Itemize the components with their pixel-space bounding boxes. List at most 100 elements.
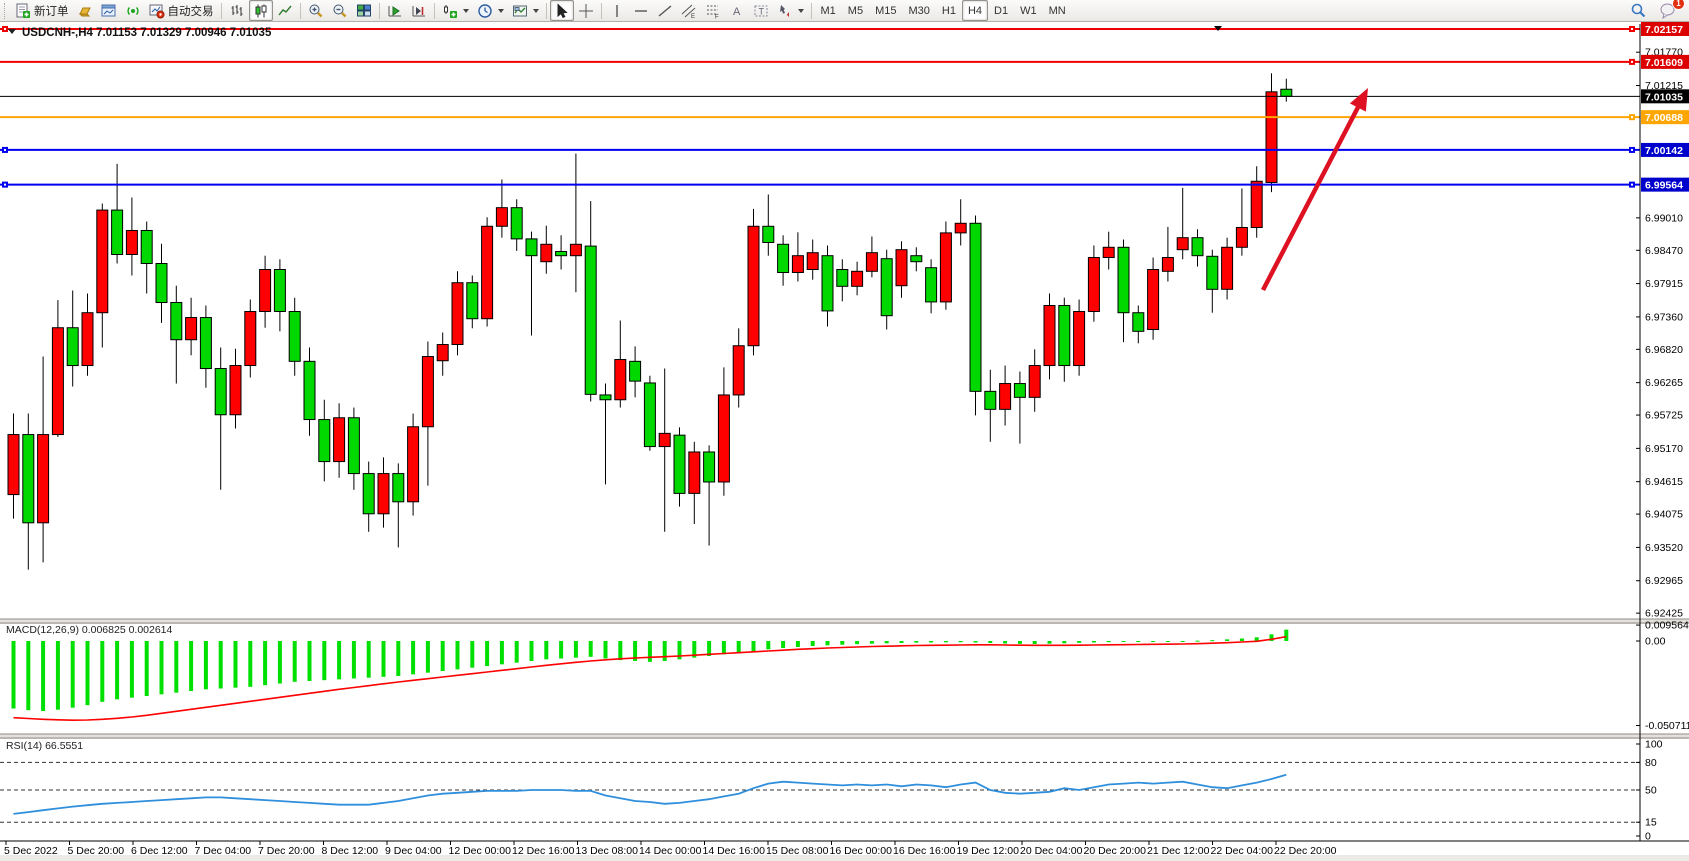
macd-signal-line [13, 635, 1287, 722]
pane-splitter[interactable] [0, 734, 1689, 739]
timeframe-mn-button[interactable]: MN [1043, 0, 1072, 21]
timeframe-label: MN [1048, 4, 1066, 17]
chart-shift-marker[interactable] [1214, 26, 1222, 31]
price-tick-label: 6.93520 [1645, 542, 1683, 554]
candle [703, 451, 716, 483]
price-tick-label: 7.01215 [1645, 80, 1683, 92]
candle [954, 222, 967, 234]
price-badge-7.01609 [1641, 54, 1689, 69]
rsi-line [13, 773, 1287, 815]
timeframe-m15-button[interactable]: M15 [869, 0, 902, 21]
date-label: 22 Dec 20:00 [1274, 845, 1337, 857]
candle [111, 209, 124, 255]
date-label: 19 Dec 12:00 [957, 845, 1020, 857]
candle [288, 311, 301, 362]
hline-handle-dot [1631, 148, 1633, 151]
new-chart-icon [442, 3, 458, 19]
candle [1221, 246, 1234, 290]
price-badge-label: 7.01609 [1645, 57, 1683, 69]
timeframe-w1-button[interactable]: W1 [1014, 0, 1043, 21]
macd-tick-label: 0.009564 [1645, 620, 1689, 632]
arrows-tool-button[interactable] [773, 0, 808, 21]
fibonacci-tool-button[interactable]: F [701, 0, 725, 21]
candle [865, 252, 878, 272]
candle [1102, 246, 1115, 258]
candle [599, 394, 612, 401]
date-label: 9 Dec 04:00 [385, 845, 442, 857]
auto-trading-button[interactable]: 自动交易 [145, 0, 218, 21]
pane-splitter[interactable] [0, 619, 1689, 624]
date-label: 20 Dec 04:00 [1020, 845, 1083, 857]
zoom-in-icon [308, 3, 324, 19]
price-tick-label: 6.95170 [1645, 443, 1683, 455]
candle [925, 267, 938, 303]
horizontal-line-tool-button[interactable] [629, 0, 653, 21]
candle [555, 250, 568, 257]
chat-button[interactable]: 1 [1655, 0, 1685, 21]
date-label: 16 Dec 16:00 [893, 845, 956, 857]
text-tool-button[interactable]: A [725, 0, 749, 21]
candle [525, 238, 538, 257]
timeframe-d1-button[interactable]: D1 [988, 0, 1014, 21]
timeframe-label: D1 [994, 4, 1009, 17]
timeframe-label: M15 [875, 4, 897, 17]
deposit-button[interactable] [73, 0, 97, 21]
tile-windows-button[interactable] [352, 0, 376, 21]
candle [584, 245, 597, 395]
hline-handle-dot [1631, 116, 1633, 119]
candle [747, 225, 760, 347]
clock-icon [477, 3, 493, 19]
candle [1013, 383, 1026, 398]
trendline-tool-button[interactable] [653, 0, 677, 21]
periods-button[interactable] [473, 0, 508, 21]
candle [540, 243, 553, 263]
candle [999, 383, 1012, 410]
search-button[interactable] [1626, 0, 1651, 21]
candle [895, 249, 908, 287]
new-chart-button[interactable] [438, 0, 473, 21]
candle [199, 317, 212, 370]
candle [1265, 91, 1278, 183]
auto-scroll-button[interactable] [383, 0, 407, 21]
timeframe-h1-button[interactable]: H1 [936, 0, 962, 21]
crosshair-icon [578, 3, 594, 19]
chart-shift-button[interactable] [407, 0, 431, 21]
text-label-tool-button[interactable]: T [749, 0, 773, 21]
timeframe-m1-button[interactable]: M1 [815, 0, 842, 21]
candlestick-mode-button[interactable] [248, 0, 273, 21]
templates-button[interactable] [508, 0, 543, 21]
date-label: 7 Dec 04:00 [195, 845, 252, 857]
signals-button[interactable] [121, 0, 145, 21]
crosshair-tool-button[interactable] [574, 0, 598, 21]
candle [614, 359, 627, 401]
template-icon [512, 3, 528, 19]
bar-chart-mode-button[interactable] [225, 0, 249, 21]
new-order-label: 新订单 [34, 5, 69, 18]
price-badge-7.01035 [1641, 89, 1689, 104]
timeframe-h4-button[interactable]: H4 [961, 0, 988, 21]
timeframe-m5-button[interactable]: M5 [842, 0, 869, 21]
chart-menu-triangle-icon[interactable] [8, 29, 16, 34]
market-watch-button[interactable] [97, 0, 121, 21]
toolbar-separator [220, 2, 222, 19]
cursor-tool-button[interactable] [549, 0, 574, 21]
new-order-icon [15, 3, 31, 19]
zoom-out-button[interactable] [328, 0, 352, 21]
line-chart-mode-button[interactable] [273, 0, 297, 21]
date-label: 7 Dec 20:00 [258, 845, 315, 857]
date-label: 5 Dec 20:00 [68, 845, 125, 857]
new-order-button[interactable]: 新订单 [11, 0, 73, 21]
price-badge-label: 7.02157 [1645, 24, 1683, 36]
hline-handle-dot [1631, 60, 1633, 63]
candle [851, 270, 864, 287]
candle [81, 312, 94, 367]
timeframe-m30-button[interactable]: M30 [902, 0, 935, 21]
price-tick-label: 6.92425 [1645, 608, 1683, 620]
trend-arrow[interactable] [1261, 88, 1368, 292]
candle [910, 255, 923, 263]
zoom-in-button[interactable] [304, 0, 328, 21]
channel-tool-button[interactable]: E [677, 0, 701, 21]
vertical-line-tool-button[interactable] [605, 0, 629, 21]
candle [777, 243, 790, 273]
